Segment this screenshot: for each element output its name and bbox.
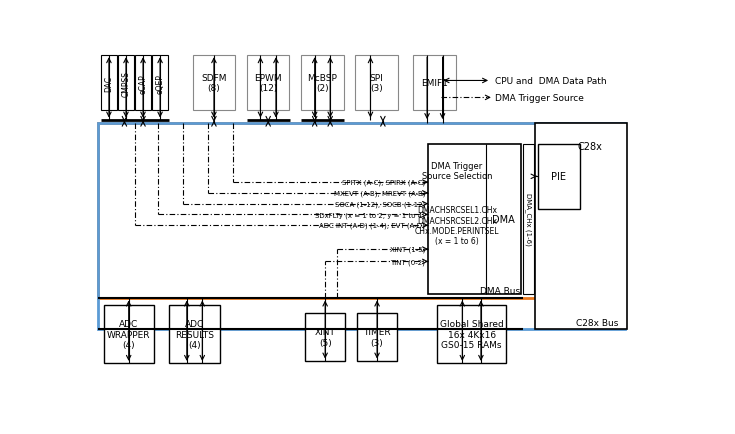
Bar [523, 144, 534, 294]
Text: eQEP: eQEP [156, 74, 165, 93]
Text: DMA Bus: DMA Bus [481, 286, 520, 296]
Text: ADC
RESULTS
(4): ADC RESULTS (4) [175, 319, 214, 349]
Text: McBSP
(2): McBSP (2) [307, 74, 337, 93]
Bar [305, 313, 345, 361]
Text: DMACHSRCSEL1.CHx
DMACHSRCSEL2.CHx
CHx.MODE.PERINTSEL
(x = 1 to 6): DMACHSRCSEL1.CHx DMACHSRCSEL2.CHx CHx.MO… [415, 206, 499, 246]
Text: TINT (0-2): TINT (0-2) [390, 259, 425, 265]
Text: XINT
(5): XINT (5) [315, 327, 336, 347]
Bar [429, 144, 521, 294]
Bar [118, 56, 134, 111]
Bar [535, 124, 627, 329]
Bar [247, 56, 290, 111]
Text: DMA_CHx (1-6): DMA_CHx (1-6) [525, 193, 531, 246]
Text: DAC: DAC [104, 76, 113, 92]
Bar [357, 313, 397, 361]
Text: CPU and  DMA Data Path: CPU and DMA Data Path [495, 77, 606, 86]
Text: DMA Trigger Source: DMA Trigger Source [495, 94, 584, 103]
Bar [169, 306, 220, 363]
Text: EPWM
(12): EPWM (12) [254, 74, 282, 93]
Text: ADC
WRAPPER
(4): ADC WRAPPER (4) [107, 319, 151, 349]
Text: SDFM
(8): SDFM (8) [201, 74, 226, 93]
Text: C28x Bus: C28x Bus [576, 318, 619, 327]
Bar [98, 124, 625, 329]
Text: MXEVT (A-B), MREVT (A-B): MXEVT (A-B), MREVT (A-B) [334, 190, 425, 197]
Bar [193, 56, 235, 111]
Text: Global Shared
16x 4Kx16
GS0-15 RAMs: Global Shared 16x 4Kx16 GS0-15 RAMs [440, 319, 503, 349]
Text: SDxFLTy (x = 1 to 2, y = 1 to 4): SDxFLTy (x = 1 to 2, y = 1 to 4) [315, 212, 425, 218]
Text: SOCA (1-12), SOCB (1-12): SOCA (1-12), SOCB (1-12) [335, 201, 425, 207]
Bar [301, 56, 344, 111]
Text: ADC INT (A-D) (1-4), EVT (A-D): ADC INT (A-D) (1-4), EVT (A-D) [320, 223, 425, 229]
Text: PIE: PIE [551, 172, 566, 182]
Bar [135, 56, 151, 111]
Text: CMPSS: CMPSS [121, 71, 131, 96]
Text: DMA Trigger
Source Selection: DMA Trigger Source Selection [422, 161, 492, 181]
Text: SPITX (A-C), SPIRX (A-C): SPITX (A-C), SPIRX (A-C) [342, 179, 425, 186]
Bar [152, 56, 168, 111]
Text: DMA: DMA [492, 214, 515, 224]
Bar [437, 306, 506, 363]
Bar [98, 124, 567, 298]
Bar [537, 144, 580, 210]
Text: TIMER
(3): TIMER (3) [363, 327, 391, 347]
Text: C28x: C28x [578, 141, 603, 151]
Bar [414, 56, 456, 111]
Bar [104, 306, 154, 363]
Text: eCAP: eCAP [138, 74, 148, 93]
Bar [101, 56, 117, 111]
Text: SPI
(3): SPI (3) [370, 74, 384, 93]
Text: EMIF1: EMIF1 [421, 79, 448, 88]
Text: XINT (1-5): XINT (1-5) [390, 246, 425, 253]
Bar [356, 56, 398, 111]
